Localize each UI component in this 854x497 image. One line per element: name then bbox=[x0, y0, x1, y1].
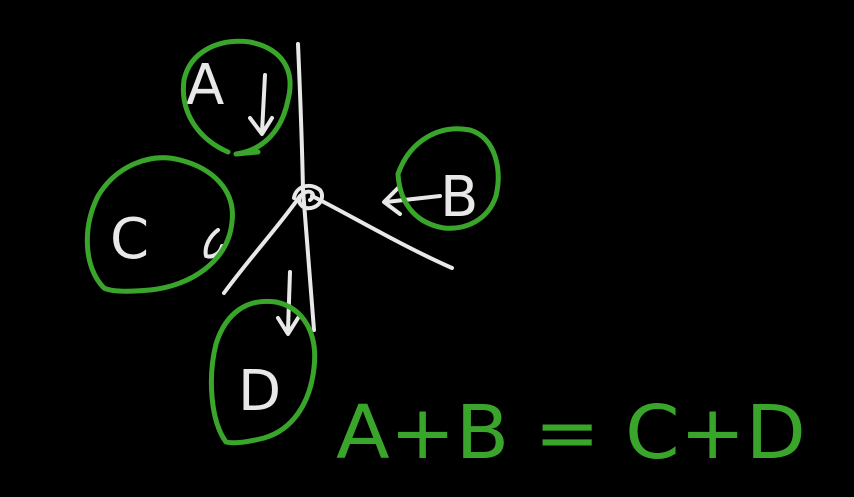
right-branch-line bbox=[310, 194, 454, 270]
equation-text: A+B = C+D bbox=[336, 390, 806, 476]
circle-b bbox=[395, 126, 501, 231]
arrow-d bbox=[276, 270, 300, 336]
label-d: D bbox=[238, 359, 281, 424]
junction-node bbox=[292, 183, 325, 211]
left-branch-line bbox=[222, 194, 302, 295]
circle-d bbox=[208, 298, 318, 446]
vertical-branch-line bbox=[296, 42, 316, 332]
arrow-a bbox=[248, 73, 274, 136]
circle-a bbox=[180, 38, 293, 157]
label-c: C bbox=[110, 207, 149, 272]
arrow-b bbox=[382, 186, 442, 216]
label-b: B bbox=[440, 165, 478, 230]
circle-c bbox=[84, 155, 235, 294]
